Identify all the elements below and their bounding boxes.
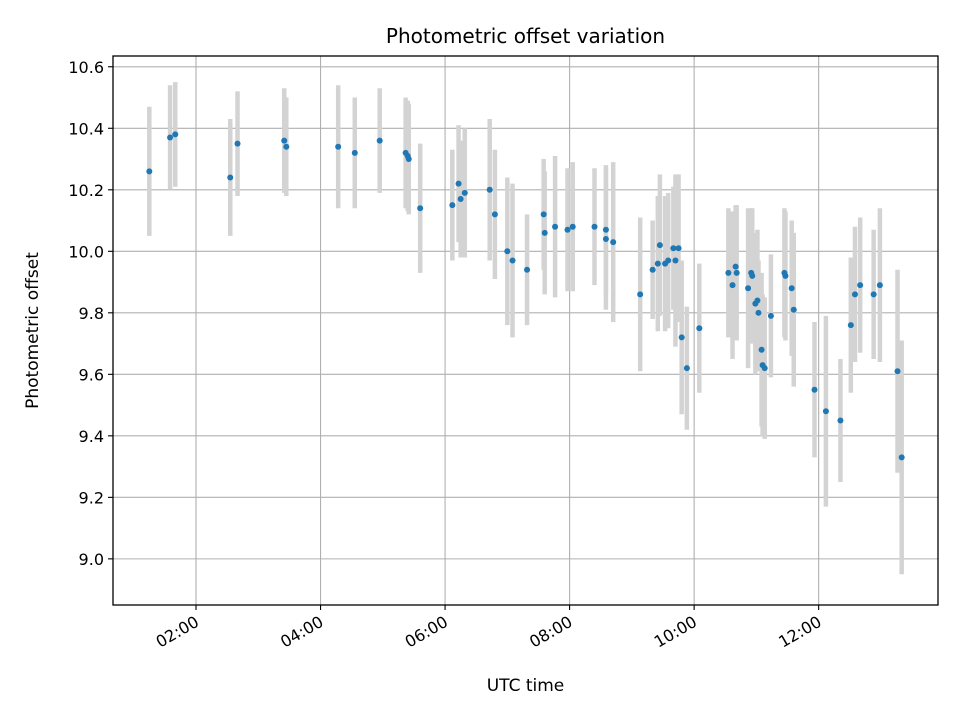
data-point [749, 272, 756, 279]
data-point [847, 322, 854, 329]
data-point [509, 257, 516, 264]
data-point [227, 174, 234, 181]
data-point [376, 137, 383, 144]
chart-title: Photometric offset variation [386, 24, 665, 48]
data-point [455, 180, 462, 187]
data-point [782, 272, 789, 279]
data-point [461, 189, 468, 196]
data-point [172, 131, 179, 138]
data-point [281, 137, 288, 144]
data-point [540, 211, 547, 218]
x-axis-title: UTC time [487, 676, 565, 696]
data-point [649, 266, 656, 273]
data-point [811, 386, 818, 393]
data-point [569, 223, 576, 230]
data-point [283, 143, 290, 150]
data-point [876, 282, 883, 289]
data-point [898, 454, 905, 461]
data-point [857, 282, 864, 289]
y-axis-title: Photometric offset [23, 252, 43, 409]
data-point [755, 309, 762, 316]
data-point [767, 312, 774, 319]
data-point [351, 149, 358, 156]
data-point [758, 346, 765, 353]
data-point [733, 269, 740, 276]
data-point [146, 168, 153, 175]
data-point [822, 408, 829, 415]
data-point [851, 291, 858, 298]
data-point [654, 260, 661, 267]
y-tick-label: 10.4 [68, 119, 104, 138]
data-point [486, 186, 493, 193]
data-point [837, 417, 844, 424]
data-point [504, 248, 511, 255]
data-point [729, 282, 736, 289]
data-point [788, 285, 795, 292]
data-point [591, 223, 598, 230]
plot-area-frame [112, 55, 939, 606]
y-tick-label: 9.8 [79, 304, 104, 323]
data-point [491, 211, 498, 218]
data-point [670, 245, 677, 252]
y-tick-label: 9.0 [79, 550, 104, 569]
data-point [167, 134, 174, 141]
data-point [725, 269, 732, 276]
y-tick-label: 10.2 [68, 181, 104, 200]
data-point [602, 226, 609, 233]
y-tick-label: 10.0 [68, 242, 104, 261]
data-point [790, 306, 797, 313]
data-point [457, 196, 464, 203]
data-point [564, 226, 571, 233]
data-point [637, 291, 644, 298]
data-point [683, 365, 690, 372]
data-point [335, 143, 342, 150]
data-point [894, 368, 901, 375]
data-point [234, 140, 241, 147]
y-tick-label: 9.2 [79, 488, 104, 507]
data-point [405, 156, 412, 163]
data-point [665, 257, 672, 264]
data-point [417, 205, 424, 212]
y-tick-label: 9.4 [79, 427, 104, 446]
y-tick-label: 9.6 [79, 365, 104, 384]
data-point [672, 257, 679, 264]
data-points [146, 131, 905, 461]
data-point [754, 297, 761, 304]
data-point [602, 236, 609, 242]
y-tick-label: 10.6 [68, 58, 104, 77]
data-point [610, 239, 617, 246]
data-point [656, 242, 663, 249]
data-point [761, 365, 768, 372]
data-point [732, 263, 739, 270]
data-point [745, 285, 752, 292]
data-point [541, 229, 548, 236]
data-point [524, 266, 531, 273]
data-point [675, 245, 682, 252]
data-point [696, 325, 703, 332]
data-point [552, 223, 559, 230]
data-point [678, 334, 685, 341]
data-point [870, 291, 877, 298]
data-point [449, 202, 456, 209]
